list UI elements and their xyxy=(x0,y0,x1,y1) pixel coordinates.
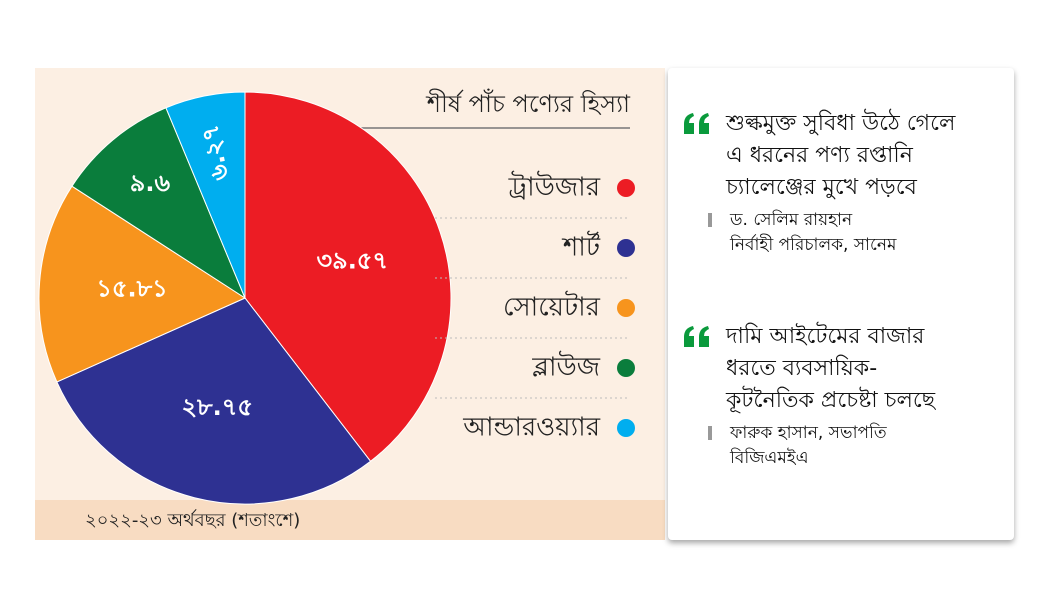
speaker-line: ড. সেলিম রায়হান xyxy=(730,210,853,230)
speaker-line: ফারুক হাসান, সভাপতি xyxy=(730,423,887,443)
footnote-strip xyxy=(35,500,665,540)
quote-line: এ ধরনের পণ্য রপ্তানি xyxy=(726,143,913,168)
quote-icon xyxy=(684,113,709,134)
legend-dot xyxy=(617,239,635,257)
legend-dot xyxy=(617,359,635,377)
slice-label: ১৫.৮১ xyxy=(96,274,167,302)
quote-line: ধরতে ব্যবসায়িক- xyxy=(726,356,878,381)
quote-mark xyxy=(682,112,712,140)
chart-title: শীর্ষ পাঁচ পণ্যের হিস্যা xyxy=(426,89,631,118)
slice-label: ৯.৬ xyxy=(130,169,171,197)
speaker-bar xyxy=(708,213,712,227)
speaker: ফারুক হাসান, সভাপতি বিজিএমইএ xyxy=(708,421,935,471)
pie-slice xyxy=(165,91,246,299)
chart: শীর্ষ পাঁচ পণ্যের হিস্যা ২০২২-২৩ অর্থবছর… xyxy=(38,89,635,531)
footnote: ২০২২-২৩ অর্থবছর (শতাংশে) xyxy=(85,509,300,531)
speaker-line: বিজিএমইএ xyxy=(730,448,809,468)
slice-label: ৩৯.৫৭ xyxy=(317,247,388,275)
quote: দামি আইটেমের বাজার ধরতে ব্যবসায়িক- কূটনৈত… xyxy=(684,321,936,471)
pie-slice xyxy=(38,185,247,383)
legend-label: ব্লাউজ xyxy=(531,351,600,383)
quote-line: চ্যালেঞ্জের মুখে পড়বে xyxy=(726,175,917,200)
legend-label: শার্ট xyxy=(561,231,601,263)
quote-card: শুল্কমুক্ত সুবিধা উঠে গেলে এ ধরনের পণ্য র… xyxy=(668,68,1014,540)
legend-label: ট্রাউজার xyxy=(508,171,601,203)
quote-line: দামি আইটেমের বাজার xyxy=(726,324,925,349)
legend-label: সোয়েটার xyxy=(503,291,601,323)
pie-slice xyxy=(71,107,247,300)
pie-slice xyxy=(56,297,372,505)
legend-dot xyxy=(617,179,635,197)
legend-dot xyxy=(617,419,635,437)
speaker-bar xyxy=(708,426,712,440)
quote-mark xyxy=(682,325,712,353)
speaker-line: নির্বাহী পরিচালক, সানেম xyxy=(730,235,897,255)
speaker: ড. সেলিম রায়হান নির্বাহী পরিচালক, সানেম xyxy=(708,208,955,258)
legend-dot xyxy=(617,299,635,317)
legend-label: আন্ডারওয়্যার xyxy=(462,413,600,443)
pie-slice xyxy=(244,91,452,463)
quote-icon xyxy=(684,326,709,347)
quote: শুল্কমুক্ত সুবিধা উঠে গেলে এ ধরনের পণ্য র… xyxy=(684,108,956,258)
quote-line: শুল্কমুক্ত সুবিধা উঠে গেলে xyxy=(726,111,956,136)
quote-line: কূটনৈতিক প্রচেষ্টা চলছে xyxy=(726,388,936,413)
slice-label: ২৮.৭৫ xyxy=(181,393,252,421)
